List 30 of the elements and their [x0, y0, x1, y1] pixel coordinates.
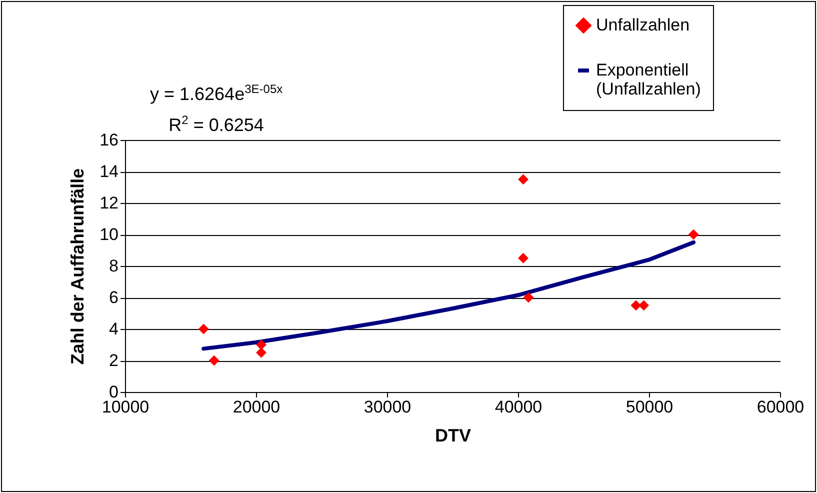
legend-label: Unfallzahlen: [596, 16, 690, 34]
x-tick-label: 60000: [756, 398, 804, 416]
text: R$^{2}$ = 0.6254: [168, 112, 265, 137]
point: [630, 300, 642, 311]
y-axis-title: Zahl der Auffahrunfälle: [68, 168, 88, 365]
point: [208, 355, 220, 366]
y-tick-label: 2: [109, 351, 118, 370]
line-series: [202, 240, 696, 351]
x-tick-label: 20000: [232, 398, 280, 416]
x-axis-title: DTV: [435, 426, 471, 446]
point: [256, 340, 266, 350]
point: [688, 229, 699, 240]
text: y = 1.6264e$^{3E-05x}$: [150, 81, 283, 106]
y-tick-label: 6: [109, 288, 118, 307]
y-tick-label: 4: [109, 320, 118, 338]
x-tick-label: 40000: [494, 398, 542, 416]
x-tick-label: 50000: [626, 398, 674, 416]
point: [638, 300, 650, 311]
point: [256, 347, 266, 358]
x-tick-label: 30000: [364, 398, 412, 416]
point: [518, 252, 528, 264]
y-tick-label: 16: [100, 130, 118, 150]
y-tick-label: 8: [109, 256, 118, 276]
y-tick-label: 12: [100, 194, 118, 212]
point: [518, 174, 528, 185]
y-tick-label: 10: [100, 225, 118, 244]
point: [198, 324, 209, 334]
legend-label: Exponentiell (Unfallzahlen): [596, 60, 701, 98]
y-tick-label: 14: [100, 162, 118, 181]
point: [523, 292, 534, 303]
